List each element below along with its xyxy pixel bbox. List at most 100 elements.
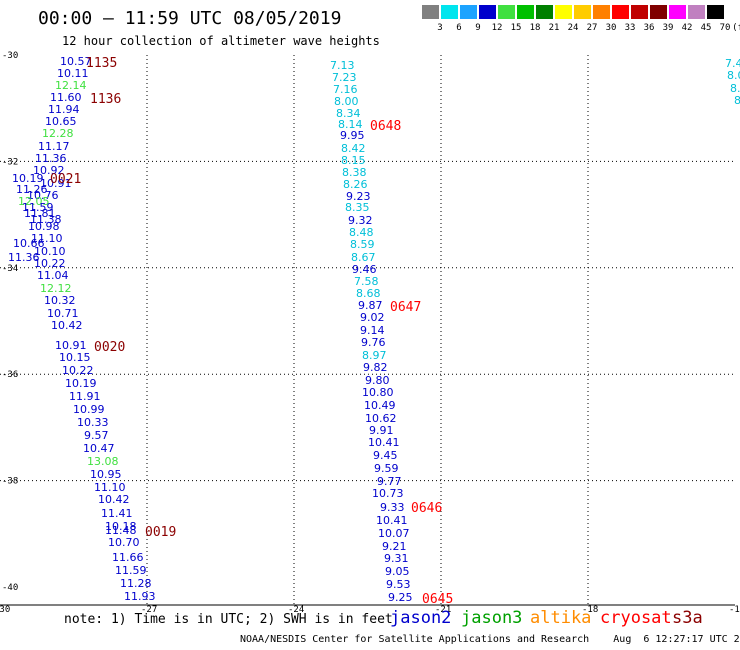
wave-height-value: 7.13 [330,59,355,72]
pass-time-label: 0020 [94,340,125,355]
wave-height-value: 8.35 [345,201,370,214]
legend-label: 33 [624,23,636,33]
wave-height-value: 11.17 [38,140,70,153]
wave-height-value: 9.02 [360,311,385,324]
wave-height-value: 10.91 [55,339,87,352]
legend-label: 21 [548,23,560,33]
legend-swatch [593,5,610,19]
wave-height-value: 10.57 [60,55,92,68]
legend-label: 45 [700,23,712,33]
wave-height-value: 11.36 [8,251,40,264]
legend-swatch [669,5,686,19]
footnote: note: 1) Time is in UTC; 2) SWH is in fe… [64,612,393,627]
legend-swatch [422,5,439,19]
wave-height-value: 9.80 [365,374,390,387]
wave-height-value: 9.59 [374,462,399,475]
legend-label: 39 [662,23,674,33]
wave-height-value: 11.48 [105,524,137,537]
wave-height-value: 9.57 [84,429,109,442]
satellite-name-s3a: s3a [672,608,703,628]
wave-height-value: 9.82 [363,361,388,374]
wave-height-value: 10.42 [51,319,83,332]
wave-height-value: 10.32 [44,294,76,307]
legend-label: 24 [567,23,579,33]
legend-swatch [612,5,629,19]
wave-height-value: 8.97 [362,349,387,362]
wave-height-value: 11.26 [16,183,48,196]
legend-swatch [536,5,553,19]
legend-label: 6 [456,23,462,33]
legend-swatch [650,5,667,19]
lon-tick-label: -27 [141,605,157,615]
legend-label: 18 [529,23,541,33]
wave-height-value: 9.32 [348,214,373,227]
wave-height-value: 11.66 [112,551,144,564]
lon-tick-label: -30 [0,605,10,615]
map-subtitle: 12 hour collection of altimeter wave hei… [62,34,380,48]
legend-swatch [460,5,477,19]
wave-height-value: 11.81 [24,207,56,220]
wave-height-value: 8.26 [343,178,368,191]
wave-height-value: 10.22 [34,257,66,270]
pass-time-label: 0645 [422,592,453,607]
wave-height-value: 11.59 [115,564,147,577]
wave-height-value: 9.46 [352,263,377,276]
wave-height-value: 10.71 [47,307,79,320]
pass-time-label: 0019 [145,525,176,540]
lat-tick-label: -38 [2,477,18,487]
wave-height-value: 7.16 [333,83,358,96]
satellite-name-altika: altika [530,608,592,628]
satellite-name-jason3: jason3 [461,608,523,628]
wave-height-value: 10.33 [77,416,109,429]
pass-time-label: 0647 [390,300,421,315]
pass-time-label: 1135 [86,56,117,71]
wave-height-value: 11.10 [94,481,126,494]
wave-height-value: 10.66 [13,237,45,250]
wave-height-value: 9.21 [382,540,407,553]
legend-label: 42 [681,23,693,33]
wave-height-value: 10.47 [83,442,115,455]
pass-time-label: 0646 [411,501,442,516]
wave-height-value: 10.22 [62,364,94,377]
satellite-name-cryosat: cryosat [600,608,672,628]
pass-time-label: 1136 [90,92,121,107]
wave-height-value: 9.33 [380,501,405,514]
wave-height-value: 10.62 [365,412,397,425]
wave-height-value: 9.77 [377,475,402,488]
wave-height-value: 13.08 [87,455,119,468]
wave-height-value: 10.98 [28,220,60,233]
wave-height-value: 8.68 [356,287,381,300]
wave-height-value: 10.10 [34,245,66,258]
satellite-name-jason2: jason2 [390,608,452,628]
wave-height-value: 10.41 [368,436,400,449]
legend-label: 70 [719,23,731,33]
wave-height-value: 8.0 [727,69,740,82]
legend-swatch [688,5,705,19]
legend-label: 9 [475,23,481,33]
wave-height-value: 9.31 [384,552,409,565]
wave-height-value: 10.19 [12,172,44,185]
legend-label: 15 [510,23,522,33]
wave-height-value: 11.38 [30,213,62,226]
wave-height-value: 10.18 [105,520,137,533]
legend-swatch [707,5,724,19]
wave-height-value: 11.59 [22,201,54,214]
wave-height-value: 10.99 [73,403,105,416]
wave-height-value: 12.14 [55,79,87,92]
wave-height-value: 10.07 [378,527,410,540]
wave-height-value: 9.45 [373,449,398,462]
lat-tick-label: -36 [2,370,18,380]
wave-height-value: 10.15 [59,351,91,364]
wave-height-value: 11.93 [124,590,156,603]
legend-swatch [517,5,534,19]
lon-tick-label: -15 [729,605,740,615]
wave-height-value: 9.91 [369,424,394,437]
wave-height-value: 8.59 [350,238,375,251]
wave-height-value: 12.28 [42,127,74,140]
wave-height-value: 10.76 [27,189,59,202]
lat-tick-label: -30 [2,51,18,61]
wave-height-value: 11.10 [31,232,63,245]
wave-height-value: 8 [734,94,740,107]
lat-tick-label: -32 [2,157,18,167]
wave-height-value: 10.42 [98,493,130,506]
